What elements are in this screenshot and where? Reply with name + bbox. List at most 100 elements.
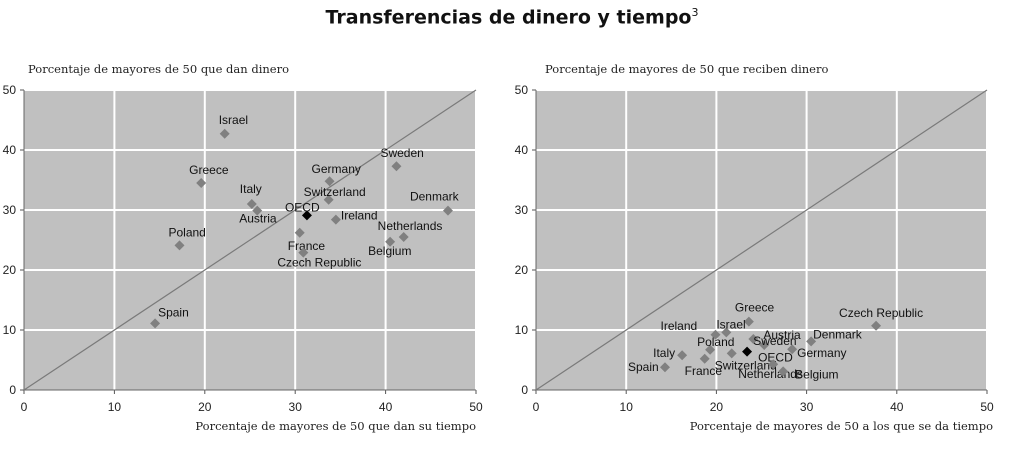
x-tick-label: 20 (710, 400, 724, 414)
point-label-ireland: Ireland (660, 319, 697, 333)
y-tick-label: 40 (515, 143, 529, 157)
point-label-sweden: Sweden (753, 334, 796, 348)
x-tick-label: 30 (289, 400, 303, 414)
data-point-spain (150, 318, 161, 329)
data-point-italy (246, 199, 257, 209)
data-point-ireland (710, 329, 721, 340)
data-point-netherlands (398, 232, 409, 242)
x-tick-label: 20 (198, 400, 212, 414)
point-label-italy: Italy (240, 182, 262, 196)
point-label-israel: Israel (219, 113, 248, 127)
data-point-israel (219, 128, 230, 139)
x-tick-label: 50 (469, 400, 483, 414)
y-tick-label: 20 (3, 263, 17, 277)
point-label-israel: Israel (716, 317, 745, 331)
data-point-italy (677, 350, 688, 361)
point-label-spain: Spain (628, 360, 659, 374)
y-axis-title: Porcentaje de mayores de 50 que dan dine… (28, 62, 289, 76)
y-axis-title: Porcentaje de mayores de 50 que reciben … (545, 62, 828, 76)
y-tick-label: 30 (515, 203, 529, 217)
data-point-france (699, 353, 710, 364)
x-tick-label: 50 (980, 400, 994, 414)
point-label-ireland: Ireland (341, 209, 378, 223)
diagonal-line (535, 89, 988, 391)
data-point-ireland (330, 214, 341, 225)
point-label-france: France (685, 364, 723, 378)
scatter-chart-1: 0 10 20 30 40 50 0 10 20 30 40 50 Porcentaje de mayo… (3, 62, 483, 433)
x-tick-label: 40 (890, 400, 904, 414)
data-point-poland (174, 240, 185, 251)
point-label-netherlands: Netherlands (378, 219, 443, 233)
y-tick-label: 30 (3, 203, 17, 217)
point-label-denmark: Denmark (813, 327, 863, 341)
data-point-switzerland (726, 348, 737, 359)
data-point-poland (705, 344, 716, 355)
data-point-denmark (806, 336, 817, 347)
data-point-belgium (778, 366, 789, 377)
point-label-switzerland: Switzerland (304, 185, 366, 199)
data-point-belgium (385, 236, 396, 247)
data-point-oecd (742, 346, 753, 357)
y-tick-label: 50 (3, 83, 17, 97)
point-label-spain: Spain (158, 305, 189, 319)
y-tick-label: 20 (515, 263, 529, 277)
diagonal-line (23, 89, 477, 391)
y-tick-label: 0 (521, 383, 528, 397)
data-point-netherlands (768, 359, 779, 370)
data-point-switzerland (323, 194, 334, 205)
point-label-italy: Italy (653, 346, 675, 360)
point-label-oecd: OECD (758, 351, 793, 365)
x-tick-label: 10 (108, 400, 122, 414)
point-label-czech-republic: Czech Republic (839, 306, 923, 320)
point-label-austria: Austria (763, 328, 801, 342)
y-tick-label: 10 (515, 323, 529, 337)
y-tick-label: 10 (3, 323, 17, 337)
point-label-greece: Greece (735, 301, 775, 315)
scatter-chart-2: 0 10 20 30 40 50 0 10 20 30 40 50 Porcentaje de mayo… (515, 62, 994, 433)
point-label-poland: Poland (697, 335, 734, 349)
point-label-belgium: Belgium (795, 367, 838, 381)
point-label-denmark: Denmark (410, 190, 460, 204)
data-point-germany (324, 176, 335, 187)
data-point-israel (721, 327, 732, 338)
data-point-france (294, 227, 305, 238)
x-axis-title: Porcentaje de mayores de 50 que dan su t… (195, 419, 476, 433)
data-point-austria (748, 334, 759, 344)
point-label-oecd: OECD (285, 200, 320, 214)
x-tick-label: 10 (620, 400, 634, 414)
x-tick-label: 30 (800, 400, 814, 414)
data-point-czech-republic (298, 247, 309, 258)
point-label-netherlands: Netherlands (738, 367, 803, 381)
data-point-oecd (301, 210, 312, 221)
title-footnote: 3 (691, 6, 699, 19)
data-point-denmark (442, 205, 453, 216)
point-label-germany: Germany (312, 162, 361, 176)
y-tick-label: 50 (515, 83, 529, 97)
point-label-poland: Poland (168, 225, 205, 239)
y-tick-label: 0 (9, 383, 16, 397)
point-label-czech-republic: Czech Republic (277, 256, 361, 270)
chart-title-text: Transferencias de dinero y tiempo (325, 6, 692, 29)
data-point-greece (196, 178, 207, 188)
chart-title: Transferencias de dinero y tiempo3 (0, 6, 1024, 28)
point-label-germany: Germany (797, 346, 846, 360)
y-tick-label: 40 (3, 143, 17, 157)
data-point-sweden (759, 340, 770, 350)
data-point-austria (252, 205, 263, 216)
x-tick-label: 0 (533, 400, 540, 414)
x-axis-title: Porcentaje de mayores de 50 a los que se… (690, 419, 993, 433)
point-label-austria: Austria (239, 212, 277, 226)
point-label-sweden: Sweden (380, 146, 423, 160)
point-label-france: France (288, 239, 326, 253)
x-tick-label: 0 (21, 400, 28, 414)
x-tick-label: 40 (379, 400, 393, 414)
data-point-czech-republic (871, 320, 882, 331)
point-label-greece: Greece (189, 163, 229, 177)
data-point-sweden (391, 161, 402, 172)
point-label-switzerland: Switzerland (715, 358, 777, 372)
data-point-spain (659, 362, 670, 373)
data-point-germany (787, 344, 798, 355)
data-point-greece (743, 316, 754, 327)
point-label-belgium: Belgium (368, 244, 411, 258)
